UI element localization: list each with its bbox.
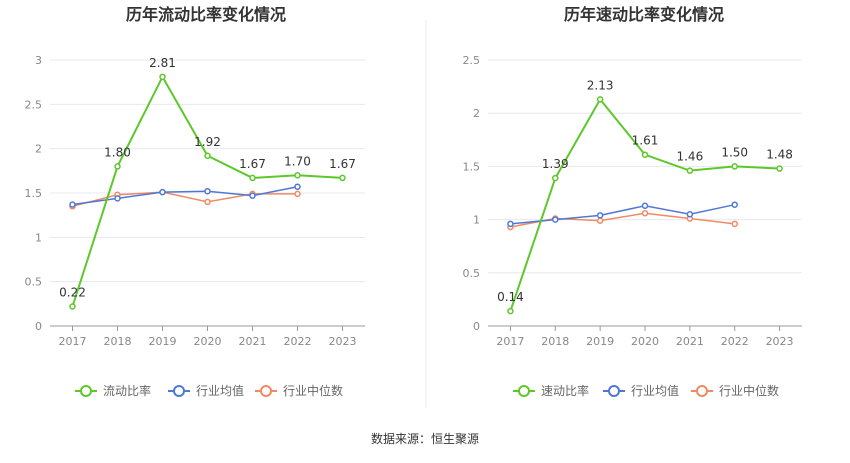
data-point[interactable] xyxy=(69,201,76,208)
data-point[interactable] xyxy=(204,198,211,206)
data-point[interactable] xyxy=(294,190,301,198)
legend-swatch-marker xyxy=(518,385,530,397)
legend-label: 行业中位数 xyxy=(283,383,343,398)
data-point[interactable] xyxy=(204,187,211,195)
legend-item[interactable]: 速动比率 xyxy=(513,383,589,398)
x-tick-label: 2019 xyxy=(586,335,614,348)
y-tick-label: 0.5 xyxy=(25,276,43,289)
x-tick-label: 2021 xyxy=(676,335,704,348)
y-tick-label: 0 xyxy=(473,320,480,333)
legend-swatch-marker xyxy=(608,385,620,397)
data-point[interactable] xyxy=(731,163,738,170)
data-label: 1.67 xyxy=(239,157,266,171)
data-point[interactable] xyxy=(641,209,649,217)
data-label: 0.14 xyxy=(497,290,524,304)
legend-label: 速动比率 xyxy=(541,383,589,398)
data-label: 1.50 xyxy=(721,145,748,159)
data-point[interactable] xyxy=(294,183,301,191)
y-tick-label: 2.5 xyxy=(463,54,481,67)
x-tick-label: 2022 xyxy=(721,335,749,348)
data-label: 2.13 xyxy=(587,78,614,92)
data-point[interactable] xyxy=(204,152,211,160)
legend-swatch-marker xyxy=(173,385,185,397)
legend-item[interactable]: 流动比率 xyxy=(75,383,151,398)
x-tick-label: 2017 xyxy=(59,335,87,348)
data-point[interactable] xyxy=(596,217,604,224)
x-tick-label: 2019 xyxy=(149,335,177,348)
data-point[interactable] xyxy=(114,163,121,170)
legend-label: 行业均值 xyxy=(631,383,679,398)
data-point[interactable] xyxy=(249,174,256,182)
data-label: 1.61 xyxy=(632,134,659,148)
x-tick-label: 2023 xyxy=(766,335,794,348)
quick-ratio-chart: 历年速动比率变化情况 0 0.5 1 1.5 2 2.5 2017 2018 2019 2020 20… xyxy=(463,5,802,398)
chart-title: 历年流动比率变化情况 xyxy=(126,5,286,24)
current-ratio-chart: 历年流动比率变化情况 0 0.5 1 1.5 2 2.5 3 2017 2018 2019 2020 2… xyxy=(25,5,365,398)
y-tick-label: 2 xyxy=(473,107,480,120)
data-point[interactable] xyxy=(507,220,514,228)
legend-label: 行业中位数 xyxy=(719,383,779,398)
x-tick-label: 2017 xyxy=(496,335,524,348)
x-tick-label: 2018 xyxy=(104,335,132,348)
x-tick-label: 2021 xyxy=(239,335,267,348)
data-label: 0.22 xyxy=(59,285,86,299)
legend-item[interactable]: 行业中位数 xyxy=(691,383,779,398)
data-point[interactable] xyxy=(294,172,301,179)
data-point[interactable] xyxy=(159,73,166,81)
y-tick-label: 1.5 xyxy=(463,160,481,173)
legend-swatch-marker xyxy=(696,385,708,397)
x-tick-label: 2020 xyxy=(631,335,659,348)
x-tick-label: 2023 xyxy=(329,335,357,348)
y-tick-label: 2.5 xyxy=(25,98,43,111)
data-point[interactable] xyxy=(596,96,604,103)
data-point[interactable] xyxy=(69,303,76,310)
legend-item[interactable]: 行业均值 xyxy=(168,383,244,398)
x-tick-label: 2018 xyxy=(541,335,569,348)
legend-label: 流动比率 xyxy=(103,383,151,398)
y-tick-label: 0.5 xyxy=(463,267,481,280)
y-tick-label: 2 xyxy=(35,143,42,156)
y-tick-label: 1 xyxy=(473,214,480,227)
data-point[interactable] xyxy=(641,202,649,210)
series-line-1 xyxy=(510,203,735,225)
data-label: 1.92 xyxy=(194,135,221,149)
data-point[interactable] xyxy=(507,307,514,315)
data-point[interactable] xyxy=(776,165,783,172)
data-label: 1.80 xyxy=(104,145,131,159)
data-label: 1.39 xyxy=(542,157,569,171)
legend-swatch-marker xyxy=(260,385,272,397)
data-label: 2.81 xyxy=(149,56,176,70)
source-text: 数据来源：恒生聚源 xyxy=(371,431,479,446)
series-line-1 xyxy=(72,186,298,206)
data-label: 1.70 xyxy=(284,154,311,168)
data-label: 1.46 xyxy=(676,150,703,164)
legend-label: 行业均值 xyxy=(196,383,244,398)
chart-title: 历年速动比率变化情况 xyxy=(564,5,724,24)
data-point[interactable] xyxy=(686,211,694,218)
legend-swatch-marker xyxy=(80,385,92,397)
y-tick-label: 1.5 xyxy=(25,187,43,200)
data-point[interactable] xyxy=(552,174,559,182)
y-tick-label: 3 xyxy=(35,54,42,67)
data-point[interactable] xyxy=(641,151,649,158)
x-tick-label: 2020 xyxy=(194,335,222,348)
y-tick-label: 1 xyxy=(35,231,42,244)
data-label: 1.67 xyxy=(329,157,356,171)
data-point[interactable] xyxy=(339,174,346,182)
data-point[interactable] xyxy=(159,188,166,196)
data-point[interactable] xyxy=(114,195,121,202)
data-point[interactable] xyxy=(249,192,256,199)
x-tick-label: 2022 xyxy=(284,335,312,348)
legend-item[interactable]: 行业均值 xyxy=(603,383,679,398)
data-point[interactable] xyxy=(596,212,604,219)
data-point[interactable] xyxy=(731,220,738,228)
y-tick-label: 0 xyxy=(35,320,42,333)
data-label: 1.48 xyxy=(766,148,793,162)
data-point[interactable] xyxy=(686,167,694,174)
legend-item[interactable]: 行业中位数 xyxy=(255,383,343,398)
data-point[interactable] xyxy=(552,216,559,223)
data-point[interactable] xyxy=(731,201,738,208)
